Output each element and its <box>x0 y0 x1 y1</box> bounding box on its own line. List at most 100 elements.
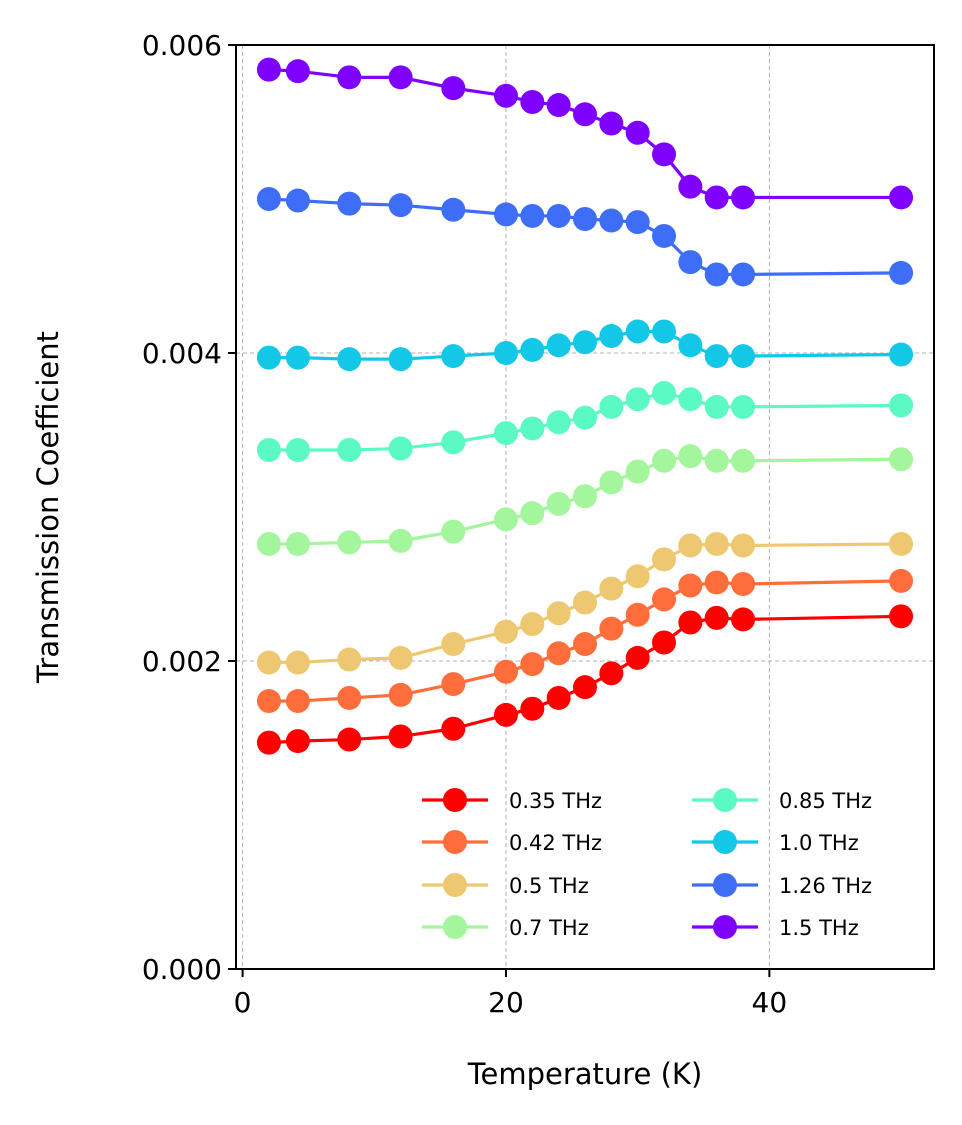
data-point <box>493 83 518 108</box>
data-point <box>285 531 310 556</box>
series-line <box>268 68 902 200</box>
series-line <box>268 579 902 703</box>
data-point <box>256 187 281 211</box>
data-point <box>520 337 545 362</box>
data-point <box>625 319 650 344</box>
data-point <box>889 393 914 418</box>
legend-swatch-marker <box>713 873 737 897</box>
data-point <box>704 570 729 595</box>
data-point <box>285 438 310 463</box>
data-point <box>652 630 677 655</box>
data-point <box>546 203 571 228</box>
data-point <box>546 601 571 626</box>
legend-swatch-marker <box>443 915 467 939</box>
data-point <box>731 448 756 473</box>
series-line <box>268 197 902 277</box>
data-point <box>704 394 729 419</box>
data-point <box>388 436 413 461</box>
data-point <box>625 120 650 145</box>
data-point <box>731 533 756 558</box>
data-point <box>520 89 545 114</box>
data-point <box>388 528 413 553</box>
data-point <box>337 65 362 90</box>
data-point <box>388 193 413 218</box>
data-point <box>573 590 597 615</box>
data-point <box>256 531 281 556</box>
data-point <box>678 387 703 412</box>
data-point <box>256 730 281 755</box>
series-0-5-thz <box>256 531 914 675</box>
data-point <box>441 716 466 741</box>
legend-swatch-marker <box>443 830 467 854</box>
data-point <box>285 345 310 370</box>
legend-item: 0.35 THz <box>422 788 602 813</box>
data-point <box>652 587 677 612</box>
data-point <box>285 689 310 714</box>
data-point <box>388 682 413 707</box>
data-point <box>573 675 597 700</box>
data-point <box>625 564 650 589</box>
data-point <box>731 572 756 596</box>
data-point <box>599 208 624 233</box>
data-point <box>652 547 677 572</box>
data-point <box>441 344 466 369</box>
plot-frame <box>235 44 935 970</box>
series-0-7-thz <box>256 444 914 556</box>
data-point <box>678 573 703 598</box>
data-point <box>889 447 914 472</box>
data-point <box>441 672 466 697</box>
legend-item: 1.5 THz <box>692 915 859 940</box>
data-point <box>889 568 914 593</box>
legend-swatch-marker <box>713 830 737 854</box>
series-0-35-thz <box>256 604 914 755</box>
data-point <box>337 191 362 216</box>
legend-swatch-marker <box>713 788 737 812</box>
data-point <box>625 210 650 235</box>
data-point <box>388 65 413 90</box>
series-1-5-thz <box>256 57 914 210</box>
data-point <box>731 607 756 632</box>
data-point <box>889 604 914 629</box>
data-point <box>889 531 914 556</box>
data-point <box>678 333 703 358</box>
legend-swatch-marker <box>443 788 467 812</box>
data-point <box>652 381 677 406</box>
data-point <box>285 729 310 754</box>
series-line <box>268 614 902 745</box>
series-layer <box>256 57 914 755</box>
legend-label: 0.5 THz <box>509 874 589 898</box>
legend-swatch-marker <box>443 873 467 897</box>
data-point <box>573 632 597 657</box>
y-tick-label: 0.004 <box>142 337 222 370</box>
data-point <box>285 59 310 84</box>
data-point <box>546 410 571 435</box>
legend-label: 0.35 THz <box>509 789 602 813</box>
legend-swatch-marker <box>713 915 737 939</box>
data-point <box>337 438 362 463</box>
data-point <box>546 93 571 118</box>
data-point <box>520 203 545 228</box>
data-point <box>285 650 310 675</box>
legend-label: 1.26 THz <box>779 874 872 898</box>
legend-label: 0.7 THz <box>509 916 589 940</box>
legend: 0.35 THz 0.42 THz 0.5 THz 0.7 THz 0.85 THz 1.… <box>422 788 872 940</box>
y-tick-label: 0.000 <box>142 953 222 986</box>
x-tick-label: 0 <box>234 986 252 1019</box>
series-line <box>268 391 902 452</box>
data-point <box>599 576 624 601</box>
data-point <box>678 533 703 558</box>
data-point <box>520 501 545 526</box>
data-point <box>441 76 466 101</box>
data-point <box>731 262 756 287</box>
data-point <box>573 102 597 127</box>
series-0-85-thz <box>256 381 914 463</box>
data-point <box>520 652 545 677</box>
x-tick-label: 40 <box>752 986 788 1019</box>
data-point <box>493 341 518 365</box>
series-line <box>268 542 902 665</box>
data-point <box>599 111 624 136</box>
data-point <box>625 645 650 670</box>
legend-item: 1.0 THz <box>692 830 859 855</box>
data-point <box>441 632 466 657</box>
